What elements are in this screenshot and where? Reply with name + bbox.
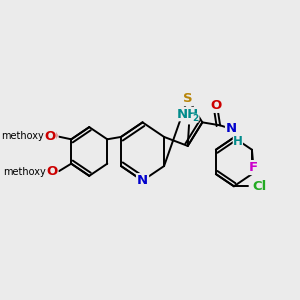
Text: NH: NH	[177, 108, 199, 121]
Text: H: H	[233, 135, 243, 148]
Text: O: O	[48, 130, 58, 143]
Text: N: N	[137, 174, 148, 187]
Text: 2: 2	[192, 114, 199, 123]
Text: methoxy: methoxy	[41, 135, 47, 137]
Text: O: O	[46, 165, 58, 178]
Text: Cl: Cl	[252, 180, 267, 193]
Text: methoxy: methoxy	[3, 167, 46, 177]
Text: N: N	[226, 122, 237, 135]
Text: F: F	[249, 161, 258, 174]
Text: methyl: methyl	[40, 136, 44, 137]
Text: O: O	[45, 130, 56, 142]
Text: S: S	[183, 92, 193, 105]
Text: methoxy: methoxy	[1, 131, 44, 141]
Text: O: O	[210, 99, 221, 112]
